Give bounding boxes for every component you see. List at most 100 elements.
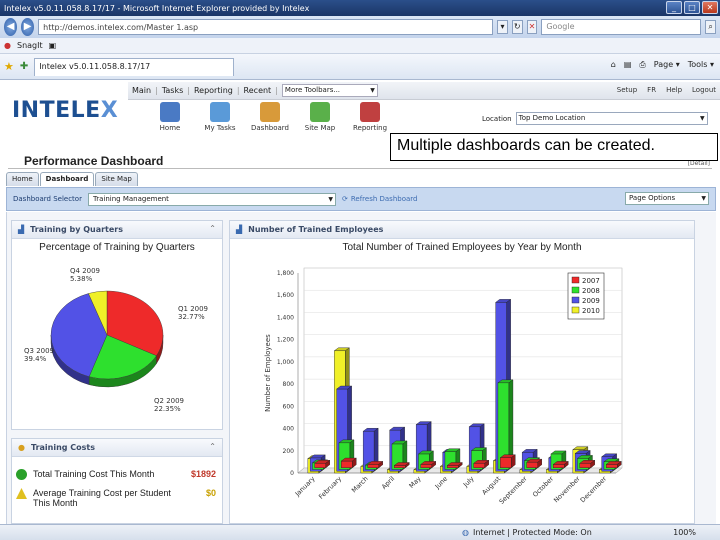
bar[interactable] — [606, 464, 618, 468]
globe-icon: ◍ — [462, 528, 469, 537]
pie-chart-title: Percentage of Training by Quarters — [39, 242, 195, 253]
my-tasks-button[interactable]: My Tasks — [198, 102, 242, 132]
pie-slice[interactable] — [88, 290, 108, 336]
bar-chart-title: Total Number of Trained Employees by Yea… — [342, 242, 582, 253]
x-tick-label: July — [461, 475, 476, 490]
menu-main[interactable]: Main — [132, 86, 152, 95]
window-titlebar: Intelex v5.0.11.058.8.17/17 - Microsoft … — [0, 0, 720, 16]
detail-link[interactable]: [Detail] — [687, 160, 710, 167]
print-icon[interactable]: ⎙ — [639, 60, 646, 69]
tab-dashboard[interactable]: Dashboard — [39, 172, 95, 186]
bar[interactable] — [500, 457, 512, 468]
x-tick-label: February — [317, 475, 343, 501]
status-bar: ◍ Internet | Protected Mode: On 100% — [0, 524, 720, 540]
x-tick-label: August — [480, 474, 502, 496]
snagit-icon[interactable]: ● — [4, 41, 11, 50]
favorites-star-icon[interactable]: ★ — [4, 60, 14, 73]
tab-site-map[interactable]: Site Map — [95, 172, 138, 186]
pie-slice[interactable] — [106, 290, 164, 356]
refresh-dashboard-label: Refresh Dashboard — [350, 195, 418, 203]
menu-reporting[interactable]: Reporting — [193, 86, 233, 95]
bar-side — [537, 458, 542, 469]
more-toolbars-select[interactable]: More Toolbars... — [281, 84, 378, 97]
tools-menu[interactable]: Tools ▾ — [687, 60, 714, 69]
pie-slice[interactable] — [88, 334, 157, 380]
site-map-button[interactable]: Site Map — [298, 102, 342, 132]
home-icon[interactable]: ⌂ — [610, 60, 616, 69]
chart-icon: ▟ — [236, 225, 243, 234]
menu-recent[interactable]: Recent — [243, 86, 272, 95]
bar[interactable] — [553, 464, 565, 468]
bar[interactable] — [314, 463, 326, 468]
refresh-dashboard-button[interactable]: ⟳ Refresh Dashboard — [342, 195, 418, 203]
maximize-button[interactable]: □ — [684, 1, 700, 14]
help-link[interactable]: Help — [666, 86, 683, 94]
dashboard-button[interactable]: Dashboard — [248, 102, 292, 132]
cost-row: Average Training Cost per Student This M… — [12, 484, 222, 508]
bar[interactable] — [473, 463, 485, 468]
collapse-icon[interactable]: ⌃ — [209, 442, 216, 451]
stop-icon[interactable]: ✕ — [526, 20, 538, 34]
bar[interactable] — [367, 464, 379, 468]
pie-value-label: 39.4% — [24, 355, 47, 363]
close-button[interactable]: ✕ — [702, 1, 718, 14]
bar[interactable] — [447, 465, 459, 468]
y-tick-label: 1,800 — [277, 270, 294, 277]
tab-home[interactable]: Home — [6, 172, 39, 186]
menu-tasks[interactable]: Tasks — [161, 86, 184, 95]
pie-slice[interactable] — [50, 293, 108, 377]
y-tick-label: 0 — [290, 470, 294, 477]
pie-value-label: 32.77% — [178, 313, 205, 321]
logout-link[interactable]: Logout — [692, 86, 716, 94]
url-input[interactable]: http://demos.intelex.com/Master 1.asp — [38, 19, 494, 35]
dropdown-icon[interactable]: ▾ — [497, 20, 508, 34]
bar[interactable] — [394, 465, 406, 468]
reporting-button[interactable]: Reporting — [348, 102, 392, 132]
back-icon[interactable]: ◀ — [4, 18, 18, 36]
legend-label: 2008 — [582, 287, 600, 295]
capture-icon[interactable]: ▣ — [48, 41, 57, 50]
panel-header: ● Training Costs ⌃ — [12, 439, 222, 457]
y-tick-label: 1,200 — [277, 337, 294, 344]
bar[interactable] — [420, 464, 432, 468]
pie-value-label: 22.35% — [154, 405, 181, 413]
home-button[interactable]: Home — [148, 102, 192, 132]
collapse-icon[interactable]: ⌃ — [209, 224, 216, 233]
search-icon[interactable]: ⌕ — [705, 20, 717, 34]
dashboard-select[interactable]: Training Management — [87, 192, 336, 206]
y-tick-label: 800 — [283, 381, 295, 388]
refresh-icon[interactable]: ↻ — [511, 20, 523, 34]
feeds-icon[interactable]: ▤ — [623, 60, 632, 69]
setup-link[interactable]: Setup — [616, 86, 638, 94]
x-tick-label: March — [350, 475, 370, 495]
zoom-level[interactable]: 100% — [673, 528, 696, 537]
warning-icon — [16, 488, 27, 499]
link-snagit[interactable]: SnagIt — [16, 41, 43, 50]
legend-swatch — [571, 306, 580, 314]
page-tabs: Home Dashboard Site Map — [6, 172, 138, 186]
dashboard-content: ▟ Training by Quarters ⌃ Percentage of T… — [6, 212, 716, 524]
page-menu[interactable]: Page ▾ — [653, 60, 680, 69]
bar[interactable] — [526, 461, 538, 468]
pie-label: Q2 2009 — [154, 397, 184, 405]
legend-label: 2009 — [582, 297, 600, 305]
address-bar: ◀ ▶ http://demos.intelex.com/Master 1.as… — [0, 16, 720, 38]
chart-icon: ▟ — [18, 225, 25, 234]
fr-link[interactable]: FR — [647, 86, 657, 94]
panel-header: ▟ Training by Quarters ⌃ — [12, 221, 222, 239]
home-icon — [160, 102, 180, 122]
browser-tab[interactable]: Intelex v5.0.11.058.8.17/17 — [34, 57, 235, 76]
bar[interactable] — [579, 463, 591, 468]
annotation-callout: Multiple dashboards can be created. — [390, 133, 718, 161]
forward-icon[interactable]: ▶ — [21, 18, 35, 36]
app-header: INTELEX Main | Tasks | Reporting | Recent | … — [0, 80, 720, 152]
location-select[interactable]: Top Demo Location — [515, 112, 708, 125]
minimize-button[interactable]: _ — [666, 1, 682, 14]
page-options-select[interactable]: Page Options — [625, 192, 709, 205]
bar-chart: 0 200 400 600 800 1,000 1,200 1,400 1,600 1,800 Nu… — [264, 267, 623, 506]
check-icon — [16, 469, 27, 480]
search-input[interactable]: Google — [541, 19, 702, 35]
add-favorite-icon[interactable]: ✚ — [19, 61, 29, 72]
bar[interactable] — [341, 460, 353, 468]
